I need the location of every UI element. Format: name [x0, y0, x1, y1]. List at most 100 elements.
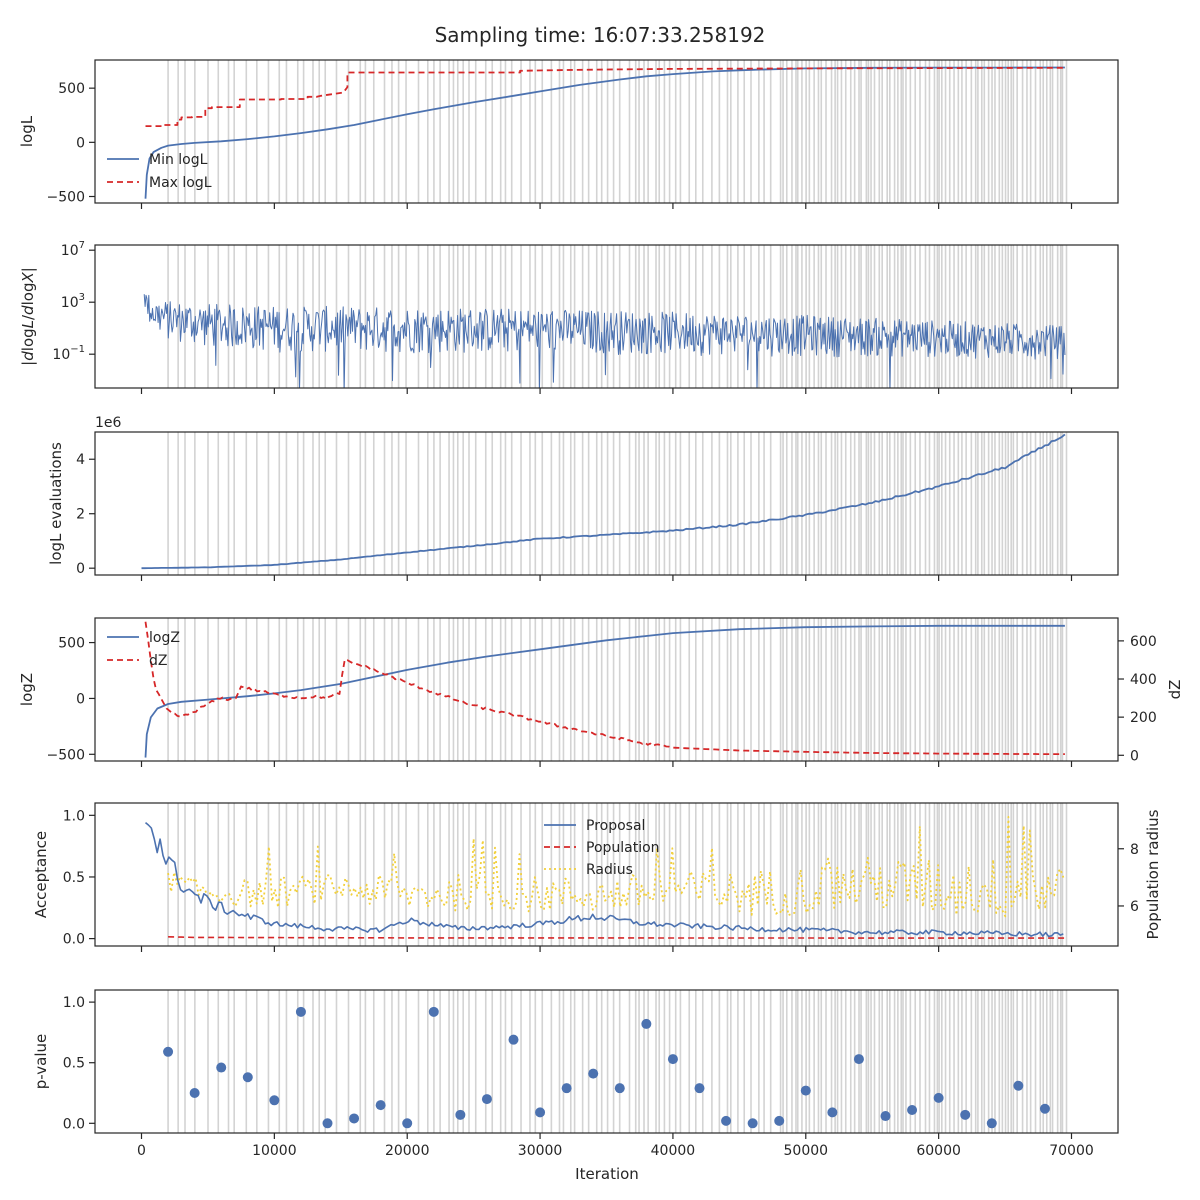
y-tick-label: 500 [58, 81, 85, 97]
legend-label: dZ [149, 653, 167, 669]
y-tick-label: 500 [58, 636, 85, 652]
p-value-point [774, 1115, 785, 1126]
p-value-point [800, 1085, 811, 1096]
legend-label: Proposal [586, 818, 645, 834]
panel-6: 0 10000 20000 30000 40000 50000 60000 70000 0.0 0… [32, 989, 1119, 1159]
y-axis-label: logZ [18, 673, 36, 706]
offset-label: 1e6 [95, 415, 122, 431]
y-tick-label-right: 600 [1130, 634, 1157, 650]
legend-label: Radius [586, 862, 633, 878]
p-value-point [375, 1100, 386, 1111]
p-value-point [853, 1054, 864, 1065]
p-value-point [349, 1113, 360, 1124]
y-tick-label-right: 8 [1130, 842, 1139, 858]
y-axis-label: |dlogL/dlogX| [19, 267, 37, 366]
radius-line [167, 816, 1065, 918]
p-value-point [322, 1118, 333, 1129]
p-value-point [721, 1115, 732, 1126]
y-tick-label-right: 200 [1130, 710, 1157, 726]
p-value-point [933, 1092, 944, 1103]
panel-4: −500 0 500 0 200 400 600 logZ dZ logZ dZ [18, 617, 1184, 767]
y-tick-label: 1.0 [63, 995, 85, 1011]
p-value-point [428, 1006, 439, 1017]
dz-line [144, 621, 1065, 755]
axes-frame [94, 802, 1119, 947]
axes-frame [94, 617, 1119, 762]
y-axis-label: logL evaluations [47, 442, 65, 565]
x-tick-label: 50000 [784, 1143, 829, 1159]
axes-frame [94, 431, 1119, 576]
y-axis-label-right: Population radius [1144, 809, 1162, 939]
panel-plot-area [163, 990, 1068, 1133]
p-value-point [242, 1072, 253, 1083]
p-value-point [641, 1018, 652, 1029]
panel-5: 0.0 0.5 1.0 6 8 Acceptance Population radius Pr… [32, 802, 1162, 952]
x-tick-label: 20000 [385, 1143, 430, 1159]
gradient-line [143, 294, 1066, 388]
p-value-point [614, 1083, 625, 1094]
p-value-point [481, 1094, 492, 1105]
panel-plot-area [144, 60, 1068, 203]
p-value-point [269, 1095, 280, 1106]
x-tick-label: 30000 [518, 1143, 563, 1159]
y-axis-label: p-value [32, 1034, 50, 1090]
panel-2: 107 103 10−1 |dlogL/dlogX| [19, 240, 1119, 394]
max-logl-line [145, 66, 1065, 127]
axes-frame [94, 989, 1119, 1134]
axes-frame [94, 59, 1119, 204]
evaluations-line [141, 433, 1066, 570]
p-value-point [402, 1118, 413, 1129]
y-axis-label: Acceptance [32, 831, 50, 918]
p-value-point [508, 1034, 519, 1045]
y-tick-label: 0 [76, 691, 85, 707]
y-tick-label-right: 0 [1130, 748, 1139, 764]
p-value-point [1039, 1103, 1050, 1114]
panel-plot-area [144, 803, 1068, 946]
p-value-point [694, 1083, 705, 1094]
legend-label: Max logL [149, 175, 212, 191]
y-tick-label-right: 400 [1130, 672, 1157, 688]
y-tick-label: 107 [61, 240, 85, 259]
population-line [168, 936, 1065, 939]
min-logl-line [144, 66, 1065, 199]
p-value-point [216, 1062, 227, 1073]
y-tick-label: 0.0 [63, 1116, 85, 1132]
legend-label: Min logL [149, 152, 208, 168]
p-value-point [747, 1118, 758, 1129]
legend-label: Population [586, 840, 660, 856]
p-value-point [535, 1107, 546, 1118]
panels-container: −500 0 500 logL Min logL Max logL 107 103 10−1 |d… [18, 59, 1184, 1159]
p-value-point [561, 1083, 572, 1094]
panel-3: 0 2 4 1e6 logL evaluations [47, 415, 1119, 581]
p-value-point [907, 1104, 918, 1115]
y-tick-label: 10−1 [52, 344, 85, 363]
p-value-point [189, 1088, 200, 1099]
x-tick-label: 70000 [1049, 1143, 1094, 1159]
p-value-point [827, 1107, 838, 1118]
x-axis-label: Iteration [575, 1165, 639, 1183]
y-tick-label: −500 [47, 747, 85, 763]
y-tick-label: 4 [76, 452, 85, 468]
x-tick-label: 60000 [916, 1143, 961, 1159]
p-value-point [455, 1109, 466, 1120]
y-axis-label: logL [18, 115, 36, 147]
p-value-point [1013, 1080, 1024, 1091]
p-value-point [163, 1046, 174, 1057]
proposal-line [144, 821, 1064, 938]
p-value-point [588, 1068, 599, 1079]
axes-frame [94, 244, 1119, 389]
panel-1: −500 0 500 logL Min logL Max logL [18, 59, 1119, 209]
p-value-point [880, 1111, 891, 1122]
p-value-point [960, 1109, 971, 1120]
y-axis-label-right: dZ [1166, 680, 1184, 700]
y-tick-label: 0 [76, 561, 85, 577]
y-tick-label: 2 [76, 507, 85, 523]
p-value-point [986, 1118, 997, 1129]
y-tick-label: 0.5 [63, 870, 85, 886]
panel-plot-area [141, 432, 1068, 575]
x-tick-label: 0 [137, 1143, 146, 1159]
y-tick-label: 0 [76, 135, 85, 151]
p-value-point [667, 1054, 678, 1065]
x-tick-label: 40000 [651, 1143, 696, 1159]
